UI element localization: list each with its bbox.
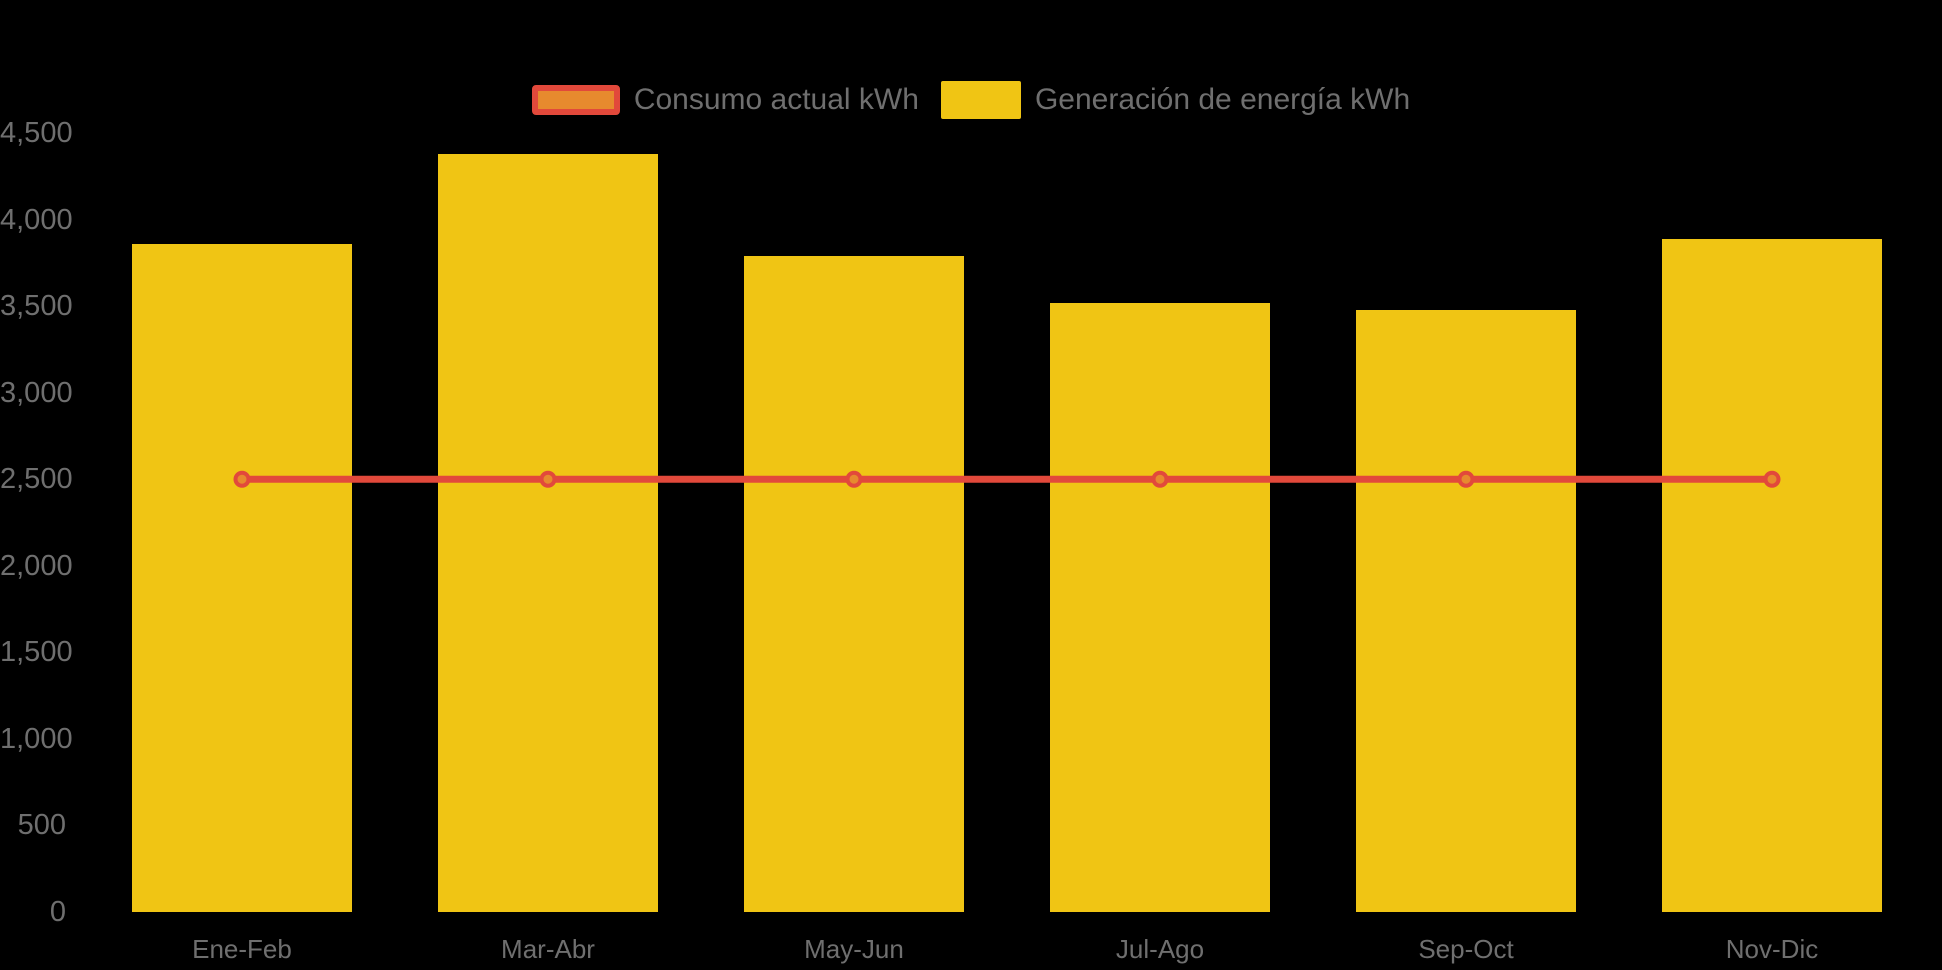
plot-area	[89, 133, 1925, 912]
legend-item-consumo-actual[interactable]: Consumo actual kWh	[531, 80, 919, 120]
chart-legend: Consumo actual kWh Generación de energía…	[0, 80, 1942, 120]
y-tick-label: 2,000	[0, 549, 73, 582]
x-tick-label: Jul-Ago	[1115, 934, 1205, 964]
bar-Jul-Ago[interactable]	[1050, 303, 1270, 912]
y-tick-label: 2,500	[0, 463, 73, 496]
y-tick-label: 1,000	[0, 722, 73, 755]
legend-item-generacion[interactable]: Generación de energía kWh	[940, 80, 1411, 120]
x-tick-label: May-Jun	[804, 934, 904, 964]
bar-May-Jun[interactable]	[744, 256, 964, 912]
x-tick-label: Nov-Dic	[1725, 934, 1819, 964]
x-tick-label: Mar-Abr	[501, 934, 595, 964]
y-tick-label: 0	[49, 896, 66, 928]
bar-Mar-Abr[interactable]	[438, 154, 658, 912]
bar-series-swatch-icon	[940, 81, 1021, 119]
y-tick-label: 4,000	[0, 203, 73, 236]
legend-label-generacion: Generación de energía kWh	[1034, 83, 1411, 116]
y-tick-label: 4,500	[0, 117, 73, 149]
y-tick-label: 3,500	[0, 290, 73, 323]
y-tick-label: 1,500	[0, 636, 73, 669]
bar-Nov-Dic[interactable]	[1662, 239, 1882, 912]
y-axis: 0 500 1,000 1,500 2,000 2,500 3,000 3,500 4,000 4…	[0, 0, 73, 970]
bar-Sep-Oct[interactable]	[1356, 310, 1576, 912]
consumption-line	[233, 470, 1781, 488]
y-tick-label: 3,000	[0, 376, 73, 409]
line-series-swatch-icon	[531, 85, 620, 115]
legend-label-consumo-actual: Consumo actual kWh	[633, 83, 919, 116]
x-tick-label: Sep-Oct	[1418, 934, 1514, 964]
bar-Ene-Feb[interactable]	[132, 244, 352, 912]
y-tick-label: 500	[17, 809, 66, 842]
x-tick-label: Ene-Feb	[192, 934, 292, 964]
x-axis: Ene-Feb Mar-Abr May-Jun Jul-Ago Sep-Oct Nov-D…	[89, 934, 1925, 968]
